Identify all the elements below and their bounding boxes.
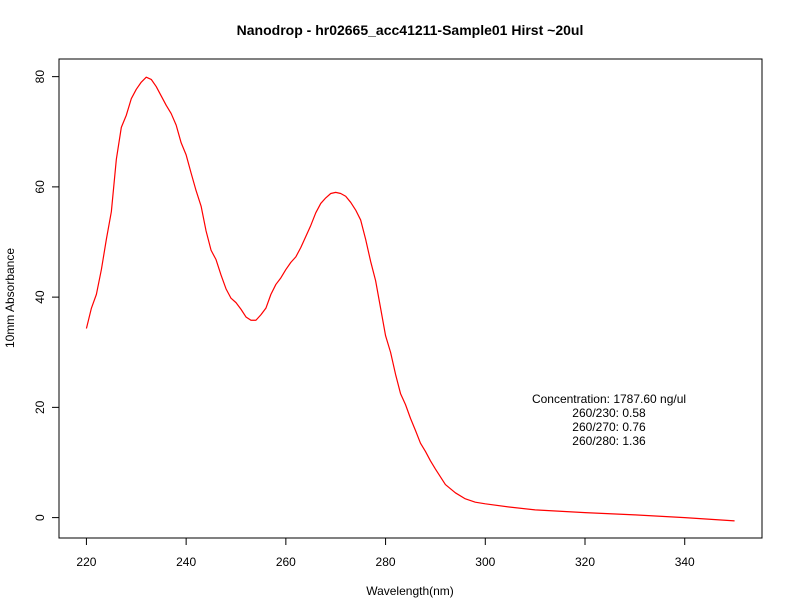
chart-title: Nanodrop - hr02665_acc41211-Sample01 Hir… <box>237 22 584 38</box>
x-tick-label: 260 <box>276 555 296 569</box>
x-tick-label: 240 <box>176 555 196 569</box>
y-tick-label: 80 <box>33 70 47 84</box>
annotation-line: 260/230: 0.58 <box>572 406 646 420</box>
annotation-line: 260/270: 0.76 <box>572 420 646 434</box>
y-tick-label: 60 <box>33 180 47 194</box>
y-tick-label: 40 <box>33 290 47 304</box>
x-tick-label: 220 <box>76 555 96 569</box>
plot-area <box>85 76 735 522</box>
y-axis-label: 10mm Absorbance <box>3 248 17 348</box>
y-tick-label: 20 <box>33 400 47 414</box>
annotation-line: 260/280: 1.36 <box>572 434 646 448</box>
annotation-line: Concentration: 1787.60 ng/ul <box>532 392 686 406</box>
x-tick-label: 320 <box>575 555 595 569</box>
absorbance-series-line <box>85 76 735 522</box>
y-tick-label: 0 <box>33 514 47 521</box>
y-axis: 0 20 40 60 80 <box>33 70 59 521</box>
x-tick-label: 280 <box>376 555 396 569</box>
plot-frame <box>58 58 763 539</box>
x-tick-label: 340 <box>675 555 695 569</box>
x-tick-label: 300 <box>475 555 495 569</box>
x-axis: 220 240 260 280 300 320 340 <box>76 538 695 569</box>
x-axis-label: Wavelength(nm) <box>366 584 454 598</box>
stats-annotation: Concentration: 1787.60 ng/ul 260/230: 0.… <box>532 392 686 448</box>
